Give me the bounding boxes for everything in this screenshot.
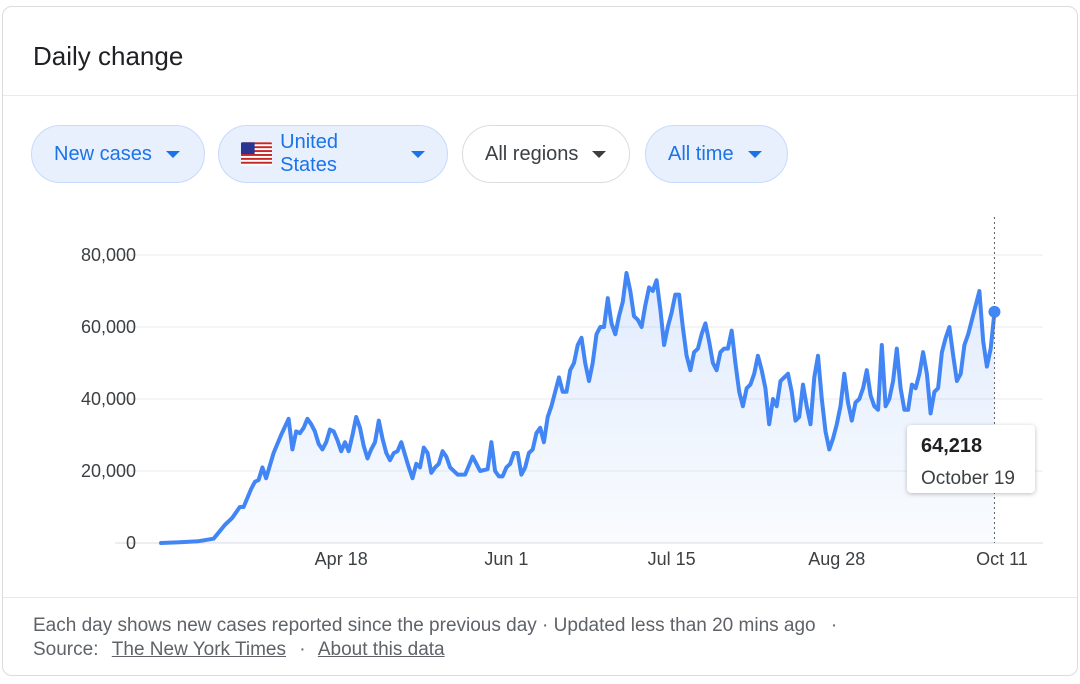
tooltip-date: October 19	[921, 468, 1015, 489]
source-separator: ·	[299, 639, 306, 660]
daily-cases-chart[interactable]: 0 20,000 40,000 60,000 80,000 Apr 18 Jun 1 Jul…	[3, 207, 1077, 587]
footer-divider	[3, 597, 1077, 598]
source-label: Source:	[33, 639, 99, 660]
location-dropdown[interactable]: United States	[218, 125, 448, 183]
x-tick-label: Jun 1	[484, 549, 528, 569]
about-data-link[interactable]: About this data	[317, 639, 445, 660]
x-tick-label: Apr 18	[315, 549, 368, 569]
header-divider	[3, 95, 1077, 96]
region-dropdown-label: All regions	[485, 142, 579, 165]
hover-point	[988, 305, 1001, 318]
x-tick-label: Jul 15	[648, 549, 696, 569]
source-link[interactable]: The New York Times	[111, 639, 287, 660]
chevron-down-icon	[165, 150, 180, 158]
x-tick-label: Oct 11	[976, 549, 1028, 569]
y-tick-label: 60,000	[81, 317, 136, 337]
series-area	[161, 273, 995, 543]
footer-separator: ·	[830, 615, 838, 636]
series-line	[159, 271, 997, 545]
y-tick-label: 0	[126, 533, 136, 553]
card-title: Daily change	[33, 41, 184, 71]
tooltip-value: 64,218	[921, 435, 983, 457]
y-tick-label: 80,000	[81, 245, 136, 265]
x-tick-label: Aug 28	[808, 549, 865, 569]
metric-dropdown-label: New cases	[54, 142, 152, 165]
region-dropdown[interactable]: All regions	[462, 125, 630, 183]
y-tick-label: 40,000	[81, 389, 136, 409]
chevron-down-icon	[747, 150, 762, 158]
daily-change-card: Daily change New cases United States All…	[2, 6, 1078, 676]
us-flag-icon	[241, 142, 273, 166]
footer-source: Source: The New York Times · About this …	[33, 639, 445, 661]
value-tooltip: 64,218 October 19	[907, 425, 1035, 493]
y-tick-label: 20,000	[81, 461, 136, 481]
metric-dropdown[interactable]: New cases	[31, 125, 205, 183]
footer-note-text: Each day shows new cases reported since …	[33, 615, 816, 636]
chevron-down-icon	[592, 150, 607, 158]
time-range-dropdown-label: All time	[668, 142, 734, 165]
chevron-down-icon	[411, 150, 425, 158]
location-dropdown-label: United States	[280, 131, 338, 176]
time-range-dropdown[interactable]: All time	[645, 125, 788, 183]
footer-note: Each day shows new cases reported since …	[33, 615, 837, 637]
